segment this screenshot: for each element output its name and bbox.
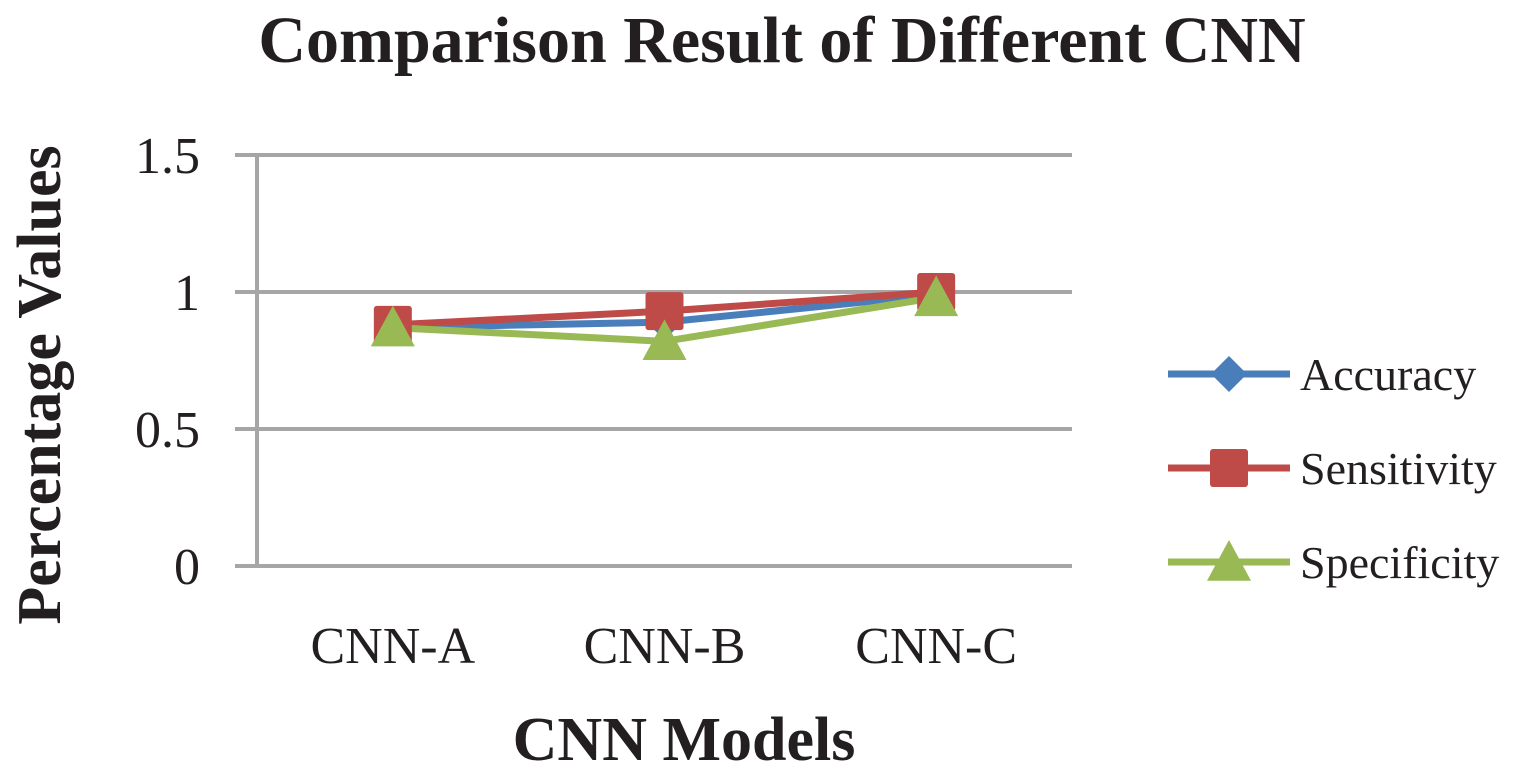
legend-marker-diamond — [1211, 356, 1247, 392]
point-specificity — [642, 319, 687, 361]
series-markers — [370, 273, 959, 361]
legend-marker-square — [1210, 449, 1248, 487]
point-sensitivity — [645, 292, 684, 331]
point-specificity — [914, 275, 959, 317]
y-tick-label: 0.5 — [135, 402, 200, 459]
legend-label: Accuracy — [1300, 349, 1476, 400]
chart-title: Comparison Result of Different CNN — [258, 4, 1305, 77]
y-tick-label: 1 — [174, 265, 200, 322]
x-tick-label: CNN-B — [584, 618, 746, 675]
legend: Accuracy Sensitivity Specificity — [1168, 349, 1499, 588]
y-axis-title: Percentage Values — [6, 145, 74, 624]
y-tick-labels: 0 0.5 1 1.5 — [135, 128, 200, 596]
y-tick-label: 1.5 — [135, 128, 200, 185]
x-tick-labels: CNN-A CNN-B CNN-C — [310, 618, 1017, 675]
legend-label: Sensitivity — [1300, 443, 1497, 494]
y-tick-label: 0 — [174, 539, 200, 596]
legend-item-accuracy: Accuracy — [1168, 349, 1476, 400]
x-axis-title: CNN Models — [513, 706, 856, 773]
x-tick-label: CNN-A — [310, 618, 475, 675]
point-specificity — [370, 305, 415, 347]
legend-item-sensitivity: Sensitivity — [1168, 443, 1497, 494]
legend-marker-triangle — [1207, 540, 1251, 581]
legend-item-specificity: Specificity — [1168, 537, 1499, 588]
legend-label: Specificity — [1300, 537, 1499, 588]
axes — [235, 155, 1072, 568]
x-tick-label: CNN-C — [855, 618, 1017, 675]
